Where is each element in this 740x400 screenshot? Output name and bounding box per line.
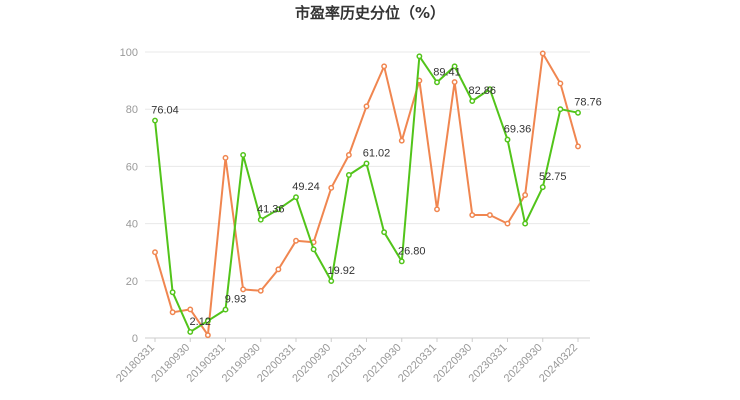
series-0-point [416, 53, 423, 60]
series-0-point [451, 63, 458, 70]
y-tick-label: 60 [126, 161, 138, 173]
data-label: 61.02 [363, 147, 391, 159]
y-tick-label: 80 [126, 104, 138, 116]
series-1-point [204, 332, 211, 339]
series-1-point [451, 79, 458, 85]
series-0-point [257, 216, 264, 223]
series-0-point [539, 184, 546, 191]
series-1-point [539, 50, 546, 57]
series-1-point [187, 306, 194, 313]
series-0-line [154, 55, 579, 333]
data-label: 52.75 [539, 171, 567, 183]
y-tick-label: 100 [120, 47, 138, 59]
series-0-point [169, 289, 176, 296]
data-label: 89.41 [433, 66, 461, 78]
data-label: 69.36 [504, 124, 532, 136]
series-1-point [381, 63, 388, 70]
series-1-point [328, 184, 335, 191]
data-label: 76.04 [151, 105, 179, 117]
series-1-point [575, 143, 581, 150]
series-1-point [434, 206, 440, 213]
y-tick-label: 20 [126, 276, 138, 288]
data-label: 19.92 [327, 265, 355, 277]
series-0-point [240, 152, 247, 158]
series-0-point [187, 328, 194, 335]
data-label: 26.80 [398, 245, 426, 257]
data-label: 82.86 [468, 85, 496, 97]
data-label: 78.76 [574, 97, 602, 109]
series-1-point [522, 192, 529, 198]
series-0-point [363, 160, 370, 167]
series-1-point [257, 287, 264, 294]
series-0-point [557, 106, 564, 113]
series-0-point [486, 86, 493, 93]
series-0-point [575, 109, 581, 116]
series-1-point [169, 309, 176, 316]
data-label: 9.93 [225, 294, 246, 306]
series-1-point [557, 80, 564, 87]
series-0-point [504, 136, 511, 143]
series-1-point [469, 212, 476, 218]
series-0-point [398, 258, 405, 265]
series-1-line [154, 52, 579, 337]
series-1-point [275, 266, 282, 273]
x-tick-label: 20240322 [537, 342, 580, 385]
series-0-point [522, 220, 529, 227]
y-tick-label: 0 [132, 333, 138, 345]
series-0-point [469, 98, 476, 104]
series-1-point [152, 249, 158, 256]
series-1-point [398, 137, 405, 144]
series-0-point [310, 246, 317, 253]
chart-title: 市盈率历史分位（%） [294, 4, 446, 22]
series-0-point [434, 79, 440, 86]
y-tick-label: 40 [126, 219, 138, 231]
data-label: 2.12 [190, 316, 211, 328]
series-0-point [293, 194, 299, 201]
series-0-point [204, 317, 211, 324]
series-1-point [293, 237, 299, 244]
series-1-point [240, 286, 247, 293]
series-0-point [381, 229, 388, 236]
data-label: 49.24 [292, 181, 320, 193]
data-label: 41.36 [257, 204, 285, 216]
series-1-point [345, 152, 352, 158]
series-0-point [345, 172, 352, 178]
series-1-point [486, 212, 493, 218]
series-0-point [222, 306, 229, 313]
series-0-point [275, 206, 282, 213]
series-1-point [504, 220, 511, 227]
series-0-point [152, 117, 158, 124]
series-1-point [363, 103, 370, 110]
series-0-point [328, 278, 335, 284]
series-1-point [222, 154, 229, 161]
